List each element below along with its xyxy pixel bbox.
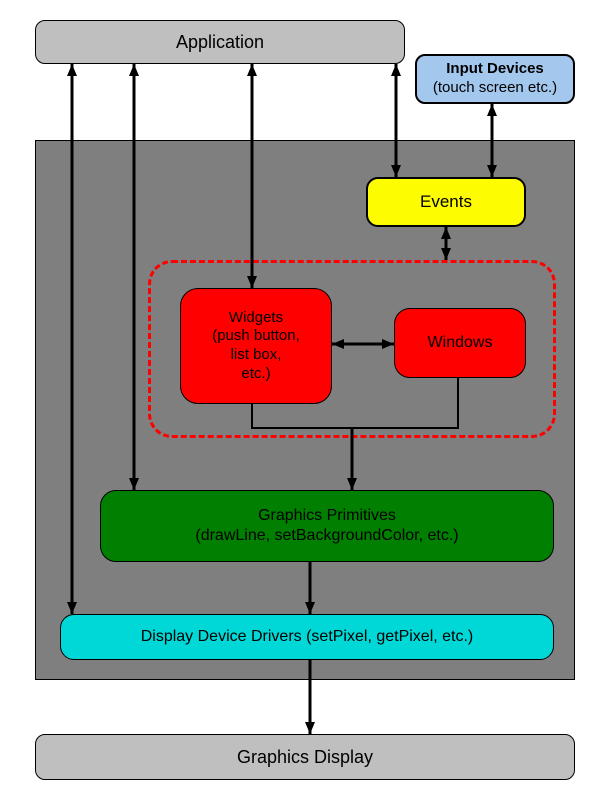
input-devices-box: Input Devices (touch screen etc.) xyxy=(415,54,575,104)
events-box: Events xyxy=(366,177,526,227)
widgets-label: Widgets (push button, list box, etc.) xyxy=(212,309,300,384)
display-drivers-label: Display Device Drivers (setPixel, getPix… xyxy=(141,627,474,647)
application-box: Application xyxy=(35,20,405,64)
windows-label: Windows xyxy=(428,333,493,353)
display-drivers-box: Display Device Drivers (setPixel, getPix… xyxy=(60,614,554,660)
graphics-display-label: Graphics Display xyxy=(237,746,373,769)
windows-box: Windows xyxy=(394,308,526,378)
application-label: Application xyxy=(176,31,264,54)
diagram-stage: Application Input Devices (touch screen … xyxy=(0,0,597,791)
widgets-box: Widgets (push button, list box, etc.) xyxy=(180,288,332,404)
graphics-primitives-label: Graphics Primitives (drawLine, setBackgr… xyxy=(195,506,458,546)
graphics-primitives-box: Graphics Primitives (drawLine, setBackgr… xyxy=(100,490,554,562)
events-label: Events xyxy=(420,191,472,212)
input-devices-label: Input Devices (touch screen etc.) xyxy=(433,60,557,98)
graphics-display-box: Graphics Display xyxy=(35,734,575,780)
